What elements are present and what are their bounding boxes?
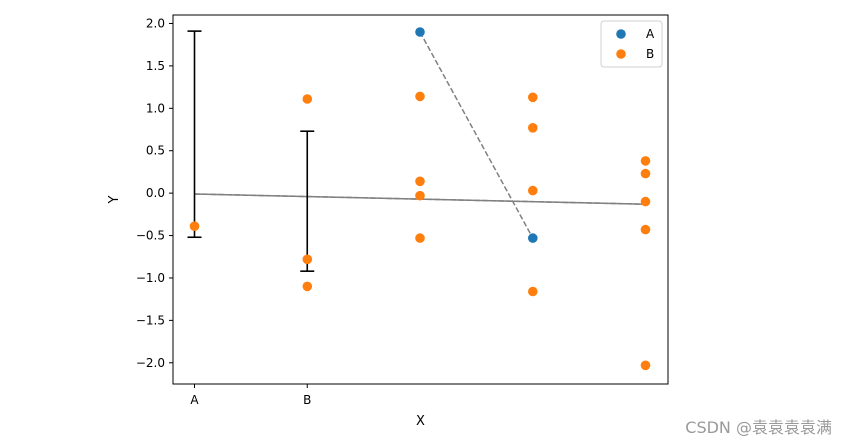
point-b-4 <box>302 281 313 292</box>
axes-frame <box>172 14 669 385</box>
point-b-13 <box>640 156 651 166</box>
y-tick-label: 2.0 <box>146 16 165 30</box>
y-tick-label: 1.0 <box>146 101 165 115</box>
point-b-6 <box>415 176 425 187</box>
trend-line-3 <box>419 31 534 239</box>
point-b-14 <box>640 168 651 179</box>
y-tick-label: −1.5 <box>136 313 165 327</box>
point-b-1 <box>189 221 200 231</box>
y-tick-label: −2.0 <box>136 356 165 370</box>
point-b-2 <box>302 94 313 104</box>
x-axis-label: X <box>416 414 425 429</box>
point-b-15 <box>640 196 651 207</box>
point-b-12 <box>528 286 538 297</box>
legend-label-b: B <box>646 47 654 61</box>
legend-entry-b: B <box>616 47 654 61</box>
watermark: CSDN @袁袁袁袁满 <box>685 418 832 437</box>
x-tick-label: B <box>303 393 311 407</box>
point-b-7 <box>415 190 425 201</box>
y-tick-label: 1.5 <box>146 59 165 73</box>
point-b-17 <box>640 360 651 371</box>
point-b-5 <box>415 91 425 102</box>
data-points <box>189 27 651 371</box>
legend-marker-a <box>616 29 626 39</box>
y-tick-label: −0.5 <box>136 229 165 243</box>
point-b-3 <box>302 254 313 265</box>
point-a-1 <box>415 27 425 37</box>
point-b-10 <box>528 123 538 133</box>
legend-box <box>600 20 663 68</box>
legend-label-a: A <box>646 27 655 41</box>
point-b-9 <box>528 92 538 103</box>
y-tick-label: 0.5 <box>146 144 165 158</box>
trend-lines <box>194 31 646 239</box>
point-b-8 <box>415 233 425 243</box>
y-axis-label: Y <box>107 195 122 204</box>
point-b-11 <box>528 185 538 196</box>
error-bar-2 <box>300 130 315 272</box>
legend-entry-a: A <box>616 27 655 41</box>
y-tick-label: −1.0 <box>136 271 165 285</box>
error-bar-1 <box>187 30 202 239</box>
axes: 2.01.51.00.50.0−0.5−1.0−1.5−2.0A BXY <box>107 14 669 429</box>
point-a-2 <box>528 233 538 243</box>
legend: AB <box>600 20 663 68</box>
x-tick-label: A <box>190 393 199 407</box>
error-bars <box>187 30 315 272</box>
legend-marker-b <box>616 49 626 59</box>
y-tick-label: 0.0 <box>146 186 165 200</box>
point-b-16 <box>640 224 651 235</box>
